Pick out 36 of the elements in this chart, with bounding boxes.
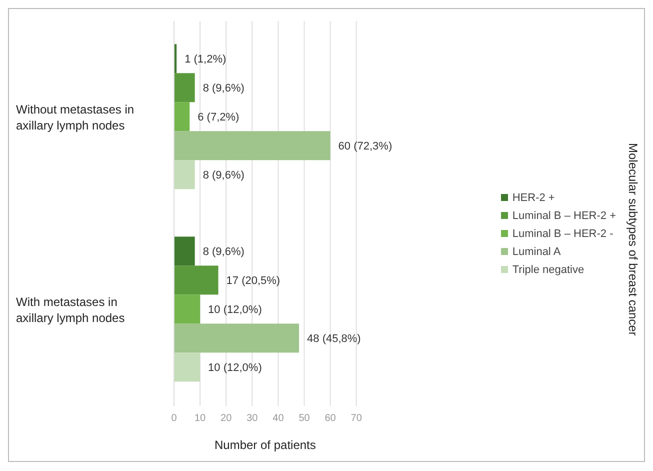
legend-label: Triple negative xyxy=(511,263,586,278)
bar xyxy=(174,352,200,382)
data-label: 17 (20,5%) xyxy=(226,275,280,288)
bar xyxy=(174,294,200,324)
bar xyxy=(174,73,195,102)
data-label: 10 (12,0%) xyxy=(208,304,262,316)
bar xyxy=(174,160,195,190)
bar xyxy=(174,266,218,295)
x-tick-label: 40 xyxy=(272,413,284,424)
data-label: 8 (9,6%) xyxy=(202,170,244,182)
x-tick-label: 10 xyxy=(194,413,206,424)
data-label: 8 (9,6%) xyxy=(202,82,244,95)
x-tick-label: 20 xyxy=(220,413,232,424)
x-tick-label: 60 xyxy=(324,413,336,424)
data-label: 6 (7,2%) xyxy=(198,112,240,124)
x-tick-label: 50 xyxy=(298,413,310,424)
x-axis-title: Number of patients xyxy=(214,438,316,452)
x-tick-label: 70 xyxy=(350,413,362,424)
x-tick-label: 30 xyxy=(246,413,258,424)
data-label: 1 (1,2%) xyxy=(184,54,226,66)
y-tick-label: With metastases in axillary lymph nodes xyxy=(16,294,125,325)
data-label: 10 (12,0%) xyxy=(208,362,262,374)
legend-label: Luminal B – HER-2 - xyxy=(511,227,614,242)
y-tick-label: Without metastases in axillary lymph nodes xyxy=(16,102,134,132)
bar xyxy=(174,236,195,266)
legend-label: Luminal B – HER-2 + xyxy=(511,209,616,224)
legend-title: Molecular subtypes of breast cancer xyxy=(625,142,640,338)
bar xyxy=(174,324,300,353)
data-label: 60 (72,3%) xyxy=(338,140,392,153)
legend-label: HER-2 + xyxy=(511,191,556,206)
bar xyxy=(174,102,190,132)
x-tick-label: 0 xyxy=(171,413,178,424)
data-label: 8 (9,6%) xyxy=(202,246,244,258)
bar xyxy=(174,131,330,160)
data-label: 48 (45,8%) xyxy=(307,333,361,346)
legend-label: Luminal A xyxy=(511,245,562,260)
